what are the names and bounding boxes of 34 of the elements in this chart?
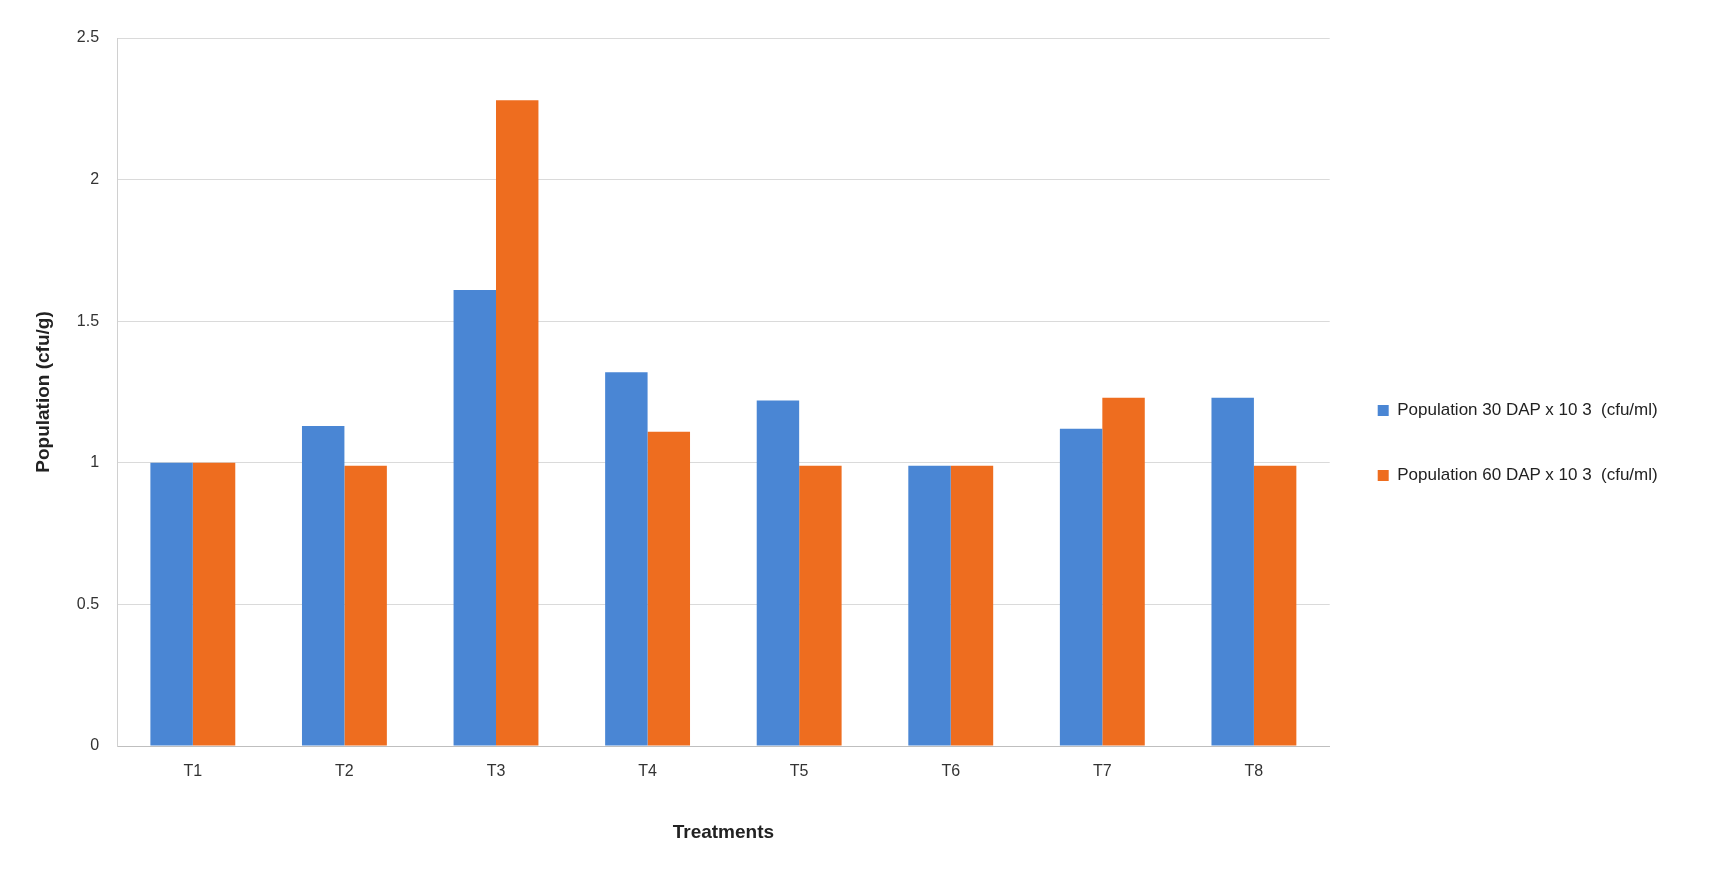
x-tick-label: T6	[941, 762, 961, 780]
x-tick-label: T8	[1244, 762, 1264, 780]
bar	[1253, 465, 1297, 746]
bar	[1059, 428, 1103, 746]
y-tick-label: 1	[90, 453, 100, 471]
bar	[192, 462, 236, 746]
bar	[1102, 397, 1145, 746]
x-tick-label: T5	[789, 762, 809, 780]
bar	[496, 100, 539, 746]
bar	[647, 431, 691, 746]
bar	[1211, 397, 1254, 746]
y-tick-label: 2	[90, 170, 100, 188]
x-tick-label: T7	[1093, 762, 1112, 780]
y-tick-label: 1.5	[76, 311, 100, 329]
bar	[756, 400, 800, 746]
bar	[344, 465, 387, 746]
x-tick-label: T4	[638, 762, 658, 780]
bar	[150, 462, 193, 746]
bar	[908, 465, 951, 746]
bar	[605, 372, 648, 746]
x-tick-label: T1	[183, 762, 203, 780]
bar	[453, 290, 496, 746]
x-axis-title: Treatments	[672, 820, 775, 842]
y-tick-label: 2.5	[76, 28, 100, 46]
legend-label: Population 60 DAP x 10 3 (cfu/ml)	[1397, 465, 1658, 485]
bar	[799, 465, 842, 746]
bar	[950, 465, 994, 746]
bar	[301, 425, 345, 746]
y-tick-label: 0.5	[76, 594, 100, 612]
x-tick-label: T2	[335, 762, 354, 780]
x-tick-label: T3	[486, 762, 506, 780]
legend-label: Population 30 DAP x 10 3 (cfu/ml)	[1397, 400, 1658, 420]
y-tick-label: 0	[90, 736, 100, 754]
y-axis-title: Population (cfu/g)	[31, 311, 53, 473]
